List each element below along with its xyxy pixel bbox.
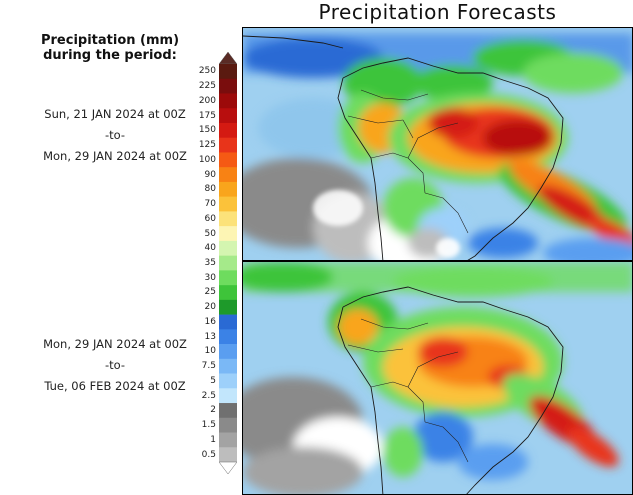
colorbar-tick-label: 225 xyxy=(198,81,216,92)
colorbar-swatch xyxy=(219,226,237,242)
colorbar-tick-label: 60 xyxy=(204,213,216,224)
colorbar-tick-label: 25 xyxy=(204,287,216,298)
colorbar-tick-label: 1.5 xyxy=(201,420,216,431)
colorbar-swatch xyxy=(219,196,237,212)
colorbar-tick-label: 250 xyxy=(198,66,216,77)
colorbar-swatch xyxy=(219,255,237,271)
colorbar-swatch xyxy=(219,108,237,124)
colorbar-tick-label: 50 xyxy=(204,228,216,239)
colorbar-swatch xyxy=(219,64,237,80)
colorbar-swatch xyxy=(219,152,237,168)
colorbar-swatch xyxy=(219,167,237,183)
colorbar-tick-label: 40 xyxy=(204,243,216,254)
precip-field-week2 xyxy=(243,262,632,494)
period-2-label: Mon, 29 JAN 2024 at 00Z -to- Tue, 06 FEB… xyxy=(15,334,215,397)
legend-title-line2: during the period: xyxy=(43,48,177,63)
period-1-start: Sun, 21 JAN 2024 at 00Z xyxy=(44,107,186,121)
colorbar-tick-label: 150 xyxy=(198,125,216,136)
colorbar-tick-label: 2 xyxy=(210,405,216,416)
colorbar-swatch xyxy=(219,344,237,360)
colorbar-swatch xyxy=(219,432,237,448)
colorbar-swatch xyxy=(219,137,237,153)
colorbar-swatch xyxy=(219,93,237,109)
period-2-separator: -to- xyxy=(104,358,126,372)
chart-title: Precipitation Forecasts xyxy=(318,0,557,24)
colorbar-tick-label: 90 xyxy=(204,169,216,180)
colorbar-swatch xyxy=(219,122,237,139)
colorbar-tick-label: 1 xyxy=(210,434,216,445)
colorbar-swatch xyxy=(219,329,237,345)
colorbar-top-arrow xyxy=(219,52,237,65)
map-panel-week2 xyxy=(242,261,633,495)
colorbar-swatch xyxy=(219,403,237,419)
colorbar-swatch xyxy=(219,299,237,315)
colorbar-tick-label: 30 xyxy=(204,272,216,283)
colorbar-swatch xyxy=(219,417,237,433)
colorbar-tick-label: 10 xyxy=(204,346,216,357)
colorbar-swatch xyxy=(219,314,237,330)
colorbar-tick-label: 80 xyxy=(204,184,216,195)
period-2-end: Tue, 06 FEB 2024 at 00Z xyxy=(44,379,186,393)
period-1-end: Mon, 29 JAN 2024 at 00Z xyxy=(43,149,187,163)
period-1-separator: -to- xyxy=(104,128,126,142)
colorbar-tick-label: 200 xyxy=(198,95,216,106)
legend-title-line1: Precipitation (mm) xyxy=(40,33,180,48)
colorbar-tick-label: 70 xyxy=(204,199,216,210)
colorbar-tick-label: 7.5 xyxy=(201,361,216,372)
colorbar-tick-label: 20 xyxy=(204,302,216,313)
borders-2 xyxy=(347,318,469,463)
colorbar-tick-label: 13 xyxy=(204,331,216,342)
colorbar-tick-label: 0.5 xyxy=(201,449,216,460)
colorbar-tick-label: 35 xyxy=(204,258,216,268)
colorbar xyxy=(219,52,237,474)
colorbar-swatch xyxy=(219,285,237,301)
colorbar-tick-label: 2.5 xyxy=(201,390,216,401)
map-panel-week1 xyxy=(242,27,633,261)
precip-map-week2 xyxy=(243,262,632,494)
colorbar-tick-label: 5 xyxy=(210,375,216,386)
borders xyxy=(347,89,469,234)
colorbar-tick-label: 175 xyxy=(198,110,216,121)
colorbar-swatch xyxy=(219,270,237,286)
legend-title: Precipitation (mm) during the period: xyxy=(20,33,200,63)
colorbar-swatch xyxy=(219,447,237,463)
colorbar-swatch xyxy=(219,373,237,389)
period-2-start: Mon, 29 JAN 2024 at 00Z xyxy=(43,337,187,351)
period-1-label: Sun, 21 JAN 2024 at 00Z -to- Mon, 29 JAN… xyxy=(15,104,215,167)
colorbar-swatch xyxy=(219,240,237,256)
colorbar-tick-label: 125 xyxy=(198,140,216,151)
colorbar-swatch xyxy=(219,78,237,94)
colorbar-swatch xyxy=(219,388,237,404)
colorbar-swatch xyxy=(219,358,237,374)
colorbar-swatch xyxy=(219,211,237,227)
precip-map-week1 xyxy=(243,28,632,260)
colorbar-bottom-arrow xyxy=(219,461,237,474)
colorbar-tick-label: 100 xyxy=(198,154,216,165)
colorbar-swatch xyxy=(219,181,237,197)
colorbar-tick-label: 16 xyxy=(204,316,216,327)
